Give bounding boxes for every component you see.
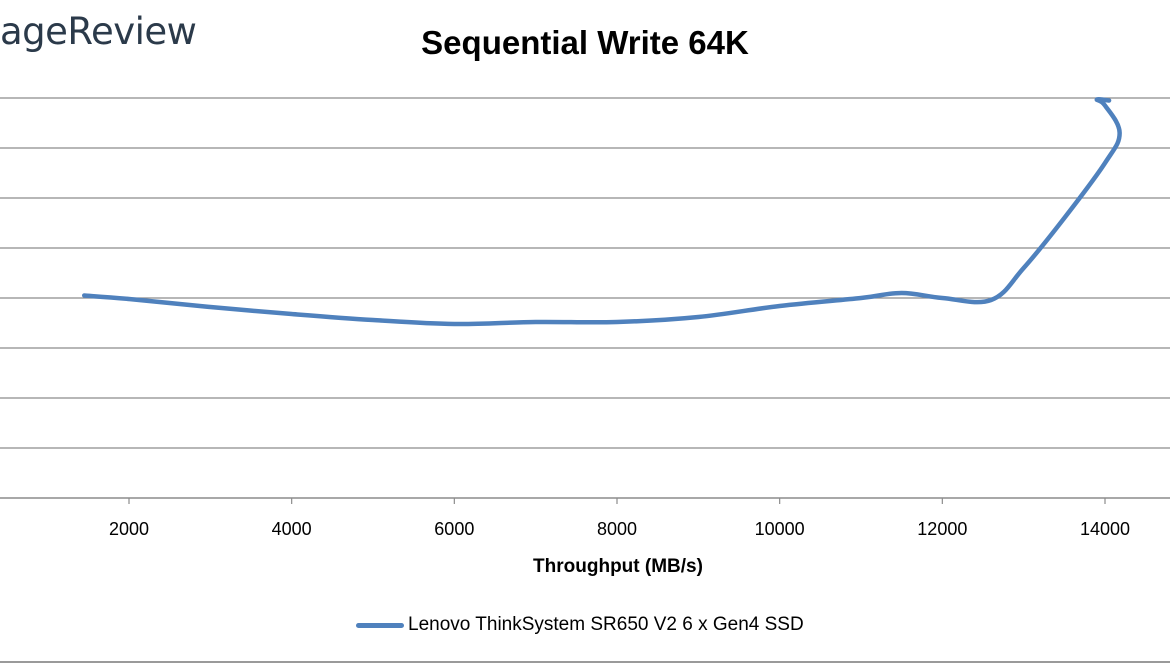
legend-label: Lenovo ThinkSystem SR650 V2 6 x Gen4 SSD xyxy=(408,614,804,635)
chart-title: Sequential Write 64K xyxy=(0,24,1170,62)
x-tick-label: 8000 xyxy=(597,519,637,539)
legend: Lenovo ThinkSystem SR650 V2 6 x Gen4 SSD xyxy=(356,614,804,636)
x-tick-label: 12000 xyxy=(917,519,967,539)
chart-title-text: Sequential Write 64K xyxy=(421,24,749,61)
x-tick-label: 6000 xyxy=(434,519,474,539)
x-tick-label: 4000 xyxy=(272,519,312,539)
brand-logo: ageReview xyxy=(0,10,197,53)
x-axis-label: Throughput (MB/s) xyxy=(533,556,703,577)
legend-swatch xyxy=(356,622,404,628)
x-tick-label: 14000 xyxy=(1080,519,1130,539)
x-axis: 2000 4000 6000 8000 10000 12000 14000 xyxy=(109,498,1130,539)
x-tick-label: 10000 xyxy=(755,519,805,539)
series-line xyxy=(82,97,1122,327)
gridlines xyxy=(0,97,1170,499)
x-tick-label: 2000 xyxy=(109,519,149,539)
series-group xyxy=(82,97,1122,327)
